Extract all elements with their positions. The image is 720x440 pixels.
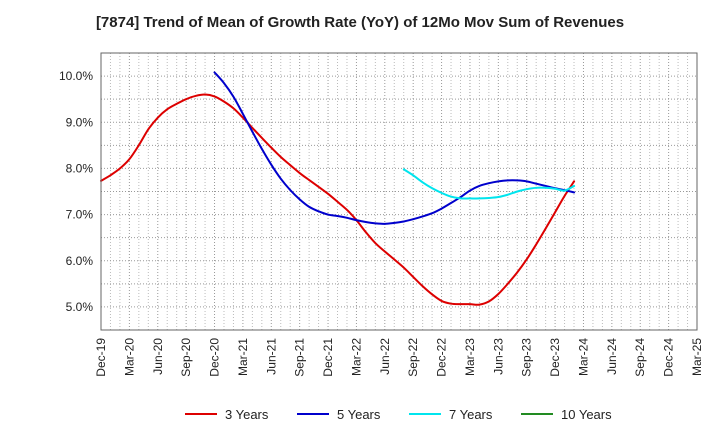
y-tick-label: 8.0% [66,161,94,175]
x-tick-label: Jun-23 [491,338,505,375]
x-tick-label: Dec-24 [662,338,676,377]
x-tick-label: Mar-23 [463,338,477,376]
x-tick-label: Sep-23 [520,338,534,377]
x-tick-label: Mar-22 [349,338,363,376]
y-tick-label: 7.0% [66,208,94,222]
x-tick-label: Dec-21 [321,338,335,377]
legend-label-5-years: 5 Years [337,407,381,422]
x-tick-label: Sep-24 [633,338,647,377]
legend-label-7-years: 7 Years [449,407,493,422]
legend-label-3-years: 3 Years [225,407,269,422]
x-tick-label: Sep-22 [406,338,420,377]
series-line-3-years [100,93,576,306]
x-tick-label: Dec-22 [435,338,449,377]
x-tick-label: Mar-20 [122,338,136,376]
y-tick-label: 5.0% [66,300,94,314]
x-tick-label: Jun-20 [151,338,165,375]
x-tick-label: Jun-24 [605,338,619,375]
series-line-5-years [213,71,576,225]
legend-label-10-years: 10 Years [561,407,612,422]
x-tick-label: Dec-23 [548,338,562,377]
x-tick-label: Dec-20 [208,338,222,377]
y-tick-label: 6.0% [66,254,94,268]
x-tick-label: Mar-24 [576,338,590,376]
y-tick-label: 9.0% [66,115,94,129]
grid-layer [100,52,698,331]
x-tick-label: Mar-25 [690,338,704,376]
x-tick-label: Jun-22 [378,338,392,375]
plot-frame [100,52,698,331]
series-line-7-years [402,168,576,200]
x-tick-label: Jun-21 [264,338,278,375]
y-tick-label: 10.0% [59,69,93,83]
chart-title: [7874] Trend of Mean of Growth Rate (YoY… [95,14,625,31]
axis-layer: 5.0% 6.0% 7.0% 8.0% 9.0% 10.0% Dec-19 Mar-20 Jun… [59,52,704,377]
legend: 3 Years 5 Years 7 Years 10 Years [185,407,612,422]
series-layer [100,71,576,306]
x-tick-label: Sep-20 [179,338,193,377]
x-tick-label: Mar-21 [236,338,250,376]
x-tick-label: Dec-19 [94,338,108,377]
x-tick-label: Sep-21 [293,338,307,377]
